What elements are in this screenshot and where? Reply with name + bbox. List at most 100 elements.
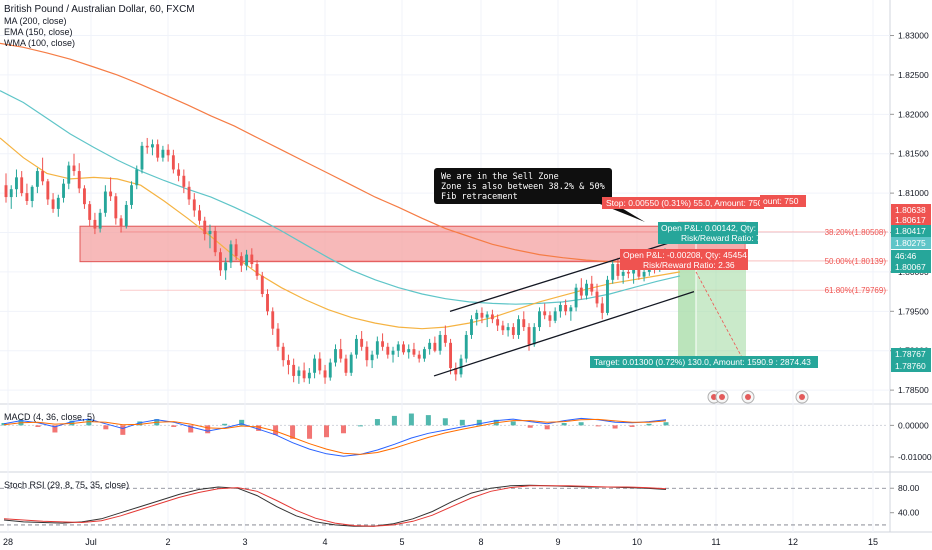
- candle-body: [459, 358, 463, 375]
- candle-body: [606, 279, 609, 313]
- candle-body: [375, 341, 379, 355]
- candle-body: [412, 349, 416, 355]
- macd-histogram-bar: [374, 419, 380, 426]
- open-pl-label: Open P&L: 0.00142, Qty: 113122: [661, 223, 786, 233]
- indicator-ma[interactable]: MA (200, close): [4, 16, 67, 26]
- macd-histogram-bar: [188, 425, 194, 433]
- macd-histogram-bar: [629, 425, 635, 427]
- candle-body: [140, 145, 144, 170]
- candle-body: [334, 349, 337, 363]
- price-badge-label: 46:46: [895, 251, 917, 261]
- macd-histogram-bar: [510, 421, 516, 426]
- candle-body: [77, 171, 81, 189]
- candle-body: [145, 145, 149, 148]
- candle-body: [422, 349, 426, 359]
- macd-histogram-bar: [391, 415, 397, 426]
- candle-body: [443, 334, 447, 343]
- candle-body: [124, 204, 128, 227]
- macd-histogram-bar: [205, 425, 211, 434]
- candle-body: [616, 264, 620, 276]
- candle-body: [239, 256, 243, 266]
- candle-body: [339, 349, 343, 359]
- macd-title[interactable]: MACD (4, 36, close, 5): [4, 412, 95, 422]
- candle-body: [621, 271, 625, 276]
- candle-body: [203, 220, 207, 235]
- labels-layer: 38.20%(1.80508) 50.00%(1.80139) 61.80%(1.7…: [590, 195, 886, 404]
- symbol-title[interactable]: British Pound / Australian Dollar, 60, F…: [4, 4, 195, 15]
- candle-body: [564, 305, 568, 312]
- candle-body: [454, 368, 458, 375]
- candle-body: [449, 342, 453, 369]
- candle-body: [569, 307, 573, 312]
- macd-tick-label: 0.00000: [898, 420, 929, 430]
- flag-icon: [745, 394, 751, 400]
- target-area-left: [678, 264, 696, 369]
- candle-body: [25, 193, 29, 201]
- candle-body: [30, 186, 34, 201]
- candle-body: [83, 188, 86, 205]
- candle-body: [464, 334, 468, 359]
- candle-body: [396, 344, 400, 351]
- candle-body: [297, 370, 301, 376]
- price-tick-label: 1.81500: [898, 149, 929, 159]
- macd-histogram-bar: [357, 425, 363, 427]
- price-badge: [891, 261, 931, 273]
- candles: [4, 137, 667, 384]
- macd-histogram-bar: [459, 419, 465, 426]
- candle-body: [365, 346, 369, 361]
- candle-body: [354, 338, 358, 355]
- candle-body: [72, 165, 76, 172]
- stoch-rsi-pane: [0, 484, 888, 527]
- indicator-wma[interactable]: WMA (100, close): [4, 38, 75, 48]
- candle-body: [433, 342, 437, 351]
- stoch-title[interactable]: Stoch RSI (29, 8, 75, 35, close): [4, 480, 129, 490]
- price-badge: [891, 360, 931, 372]
- price-badge-label: 1.80275: [895, 238, 926, 248]
- price-badge-label: 1.80067: [895, 262, 926, 272]
- candle-body: [381, 341, 385, 347]
- candle-body: [543, 311, 547, 316]
- candle-body: [496, 319, 500, 326]
- price-badge: [891, 225, 931, 237]
- candle-body: [532, 327, 536, 345]
- time-tick-label: 9: [555, 537, 560, 547]
- macd-histogram-bar: [222, 423, 228, 426]
- open-pl-box: [658, 222, 758, 244]
- candle-body: [281, 346, 285, 361]
- candle-body: [600, 303, 604, 313]
- candle-body: [637, 269, 641, 277]
- candle-body: [323, 370, 327, 378]
- candle-body: [417, 354, 421, 359]
- price-badge: [891, 348, 931, 360]
- macd-histogram-bar: [120, 425, 126, 435]
- candle-body: [558, 305, 562, 312]
- indicator-ema[interactable]: EMA (150, close): [4, 27, 73, 37]
- candle-body: [590, 283, 594, 292]
- stoch-tick-label: 80.00: [898, 483, 920, 493]
- candle-body: [574, 287, 578, 308]
- candle-body: [271, 311, 275, 329]
- time-tick-label: 5: [399, 537, 404, 547]
- open-pl-box-2: [620, 249, 748, 270]
- macd-histogram-bar: [35, 425, 41, 427]
- candle-body: [192, 199, 196, 211]
- macd-histogram-bar: [52, 425, 58, 433]
- price-badge: [891, 204, 931, 216]
- macd-pane: [0, 413, 888, 457]
- time-axis[interactable]: 28 Jul 2 3 4 5 8 9 10 11 12 15: [3, 537, 878, 547]
- candle-body: [4, 185, 8, 198]
- candle-body: [20, 177, 24, 194]
- macd-histogram-bar: [561, 423, 567, 426]
- time-tick-label: 3: [242, 537, 247, 547]
- candle-body: [114, 196, 118, 219]
- flag-icon: [711, 394, 717, 400]
- candle-body: [177, 169, 181, 176]
- candle-body: [51, 199, 55, 209]
- candle-body: [595, 291, 599, 304]
- macd-histogram-bar: [256, 425, 262, 431]
- annotation-text: Fib retracement: [441, 192, 518, 202]
- macd-histogram-bar: [290, 425, 296, 439]
- candle-body: [475, 312, 479, 320]
